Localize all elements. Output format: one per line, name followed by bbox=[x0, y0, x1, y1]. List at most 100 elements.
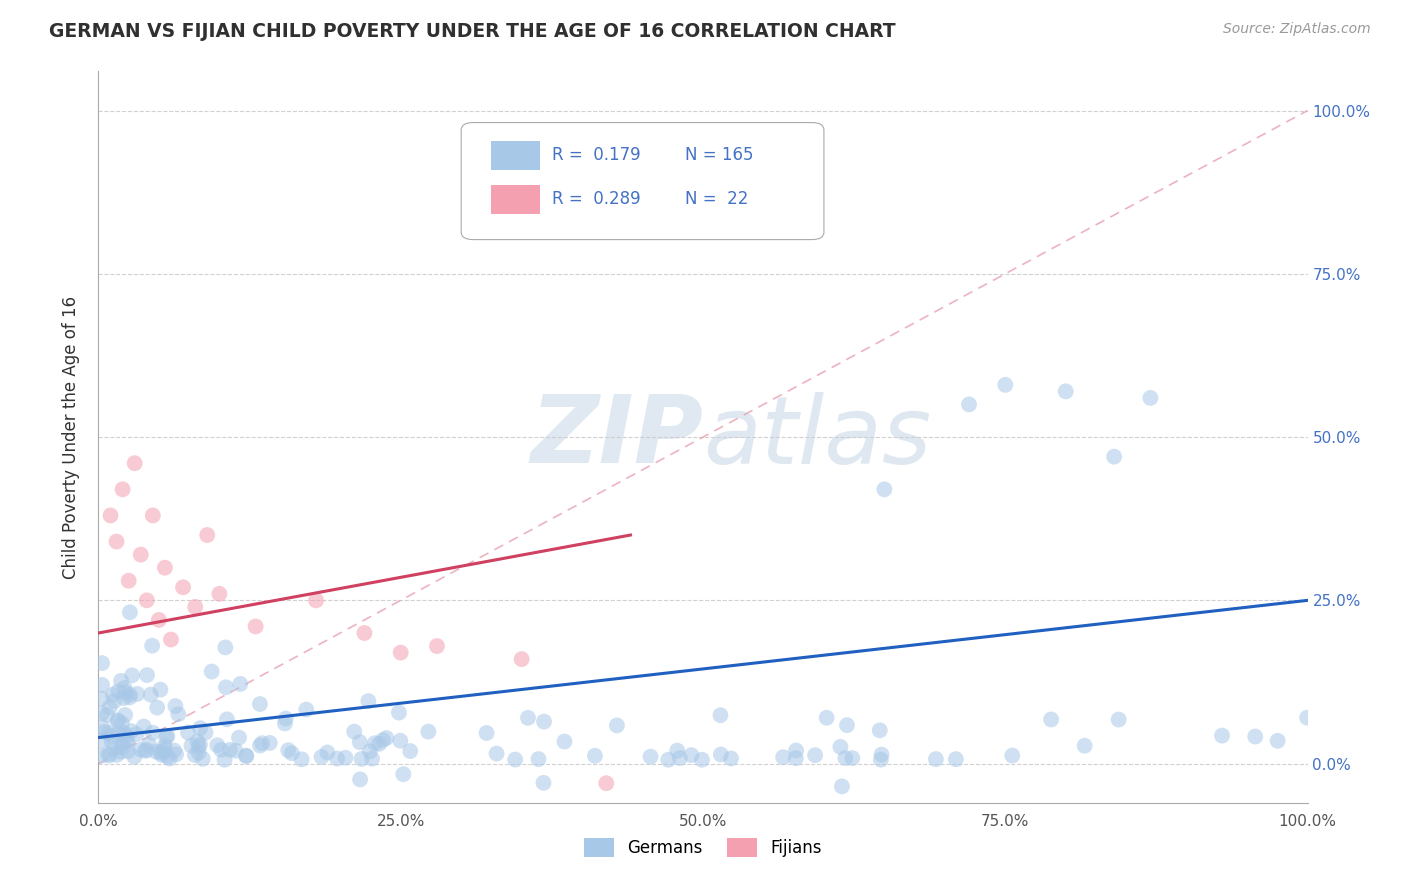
Point bbox=[101, 688, 124, 702]
Point bbox=[510, 652, 533, 666]
Point bbox=[163, 743, 186, 757]
Point bbox=[214, 640, 236, 655]
Point bbox=[142, 725, 165, 739]
Point bbox=[235, 749, 257, 764]
FancyBboxPatch shape bbox=[492, 141, 540, 170]
Point bbox=[127, 687, 149, 701]
Point bbox=[139, 688, 162, 702]
Point bbox=[249, 697, 271, 711]
Point bbox=[107, 684, 129, 698]
Text: GERMAN VS FIJIAN CHILD POVERTY UNDER THE AGE OF 16 CORRELATION CHART: GERMAN VS FIJIAN CHILD POVERTY UNDER THE… bbox=[49, 22, 896, 41]
Point bbox=[517, 711, 540, 725]
Point bbox=[118, 688, 141, 702]
Point bbox=[152, 745, 174, 759]
Point bbox=[245, 619, 267, 633]
Point bbox=[291, 752, 314, 766]
Point bbox=[681, 748, 703, 763]
Point bbox=[281, 746, 304, 760]
Point bbox=[831, 780, 853, 794]
Point bbox=[388, 706, 411, 720]
Point bbox=[118, 605, 141, 619]
Point bbox=[595, 776, 617, 790]
Point bbox=[772, 750, 794, 764]
Point bbox=[1054, 384, 1077, 399]
Point bbox=[527, 752, 550, 766]
Point bbox=[583, 748, 606, 763]
Point bbox=[945, 752, 967, 766]
Point bbox=[110, 745, 132, 759]
Point bbox=[91, 678, 114, 692]
Point bbox=[709, 708, 731, 723]
Point bbox=[155, 730, 177, 744]
Point bbox=[925, 752, 948, 766]
Text: Source: ZipAtlas.com: Source: ZipAtlas.com bbox=[1223, 22, 1371, 37]
Point bbox=[485, 747, 508, 761]
Point bbox=[353, 626, 375, 640]
Point bbox=[100, 508, 122, 523]
Point bbox=[107, 727, 129, 741]
Point bbox=[1296, 711, 1319, 725]
Point bbox=[392, 767, 415, 781]
Point bbox=[187, 746, 209, 760]
Point bbox=[326, 751, 349, 765]
FancyBboxPatch shape bbox=[461, 122, 824, 240]
Point bbox=[349, 772, 371, 787]
Point bbox=[710, 747, 733, 762]
Point bbox=[107, 714, 129, 728]
Point bbox=[184, 599, 207, 614]
Point bbox=[111, 483, 134, 497]
Point bbox=[115, 732, 138, 747]
Point bbox=[606, 718, 628, 732]
Point bbox=[103, 694, 125, 708]
Point bbox=[93, 724, 115, 739]
Text: R =  0.179: R = 0.179 bbox=[551, 146, 641, 164]
Point bbox=[869, 723, 891, 738]
Point bbox=[669, 751, 692, 765]
Point bbox=[121, 668, 143, 682]
Point bbox=[274, 716, 297, 731]
Point bbox=[100, 735, 122, 749]
Point bbox=[1139, 391, 1161, 405]
Point bbox=[112, 691, 135, 706]
Point bbox=[426, 639, 449, 653]
Point bbox=[250, 736, 273, 750]
Point bbox=[475, 726, 498, 740]
Point bbox=[153, 560, 176, 574]
Point bbox=[785, 743, 807, 757]
Point bbox=[187, 739, 209, 754]
Point bbox=[153, 739, 176, 753]
Point bbox=[124, 749, 146, 764]
Point bbox=[91, 720, 114, 734]
Point bbox=[101, 729, 124, 743]
Point bbox=[156, 749, 179, 764]
Text: R =  0.289: R = 0.289 bbox=[551, 190, 641, 209]
Point bbox=[229, 677, 252, 691]
Point bbox=[666, 744, 689, 758]
Point bbox=[91, 748, 114, 763]
Point bbox=[117, 736, 139, 750]
Point bbox=[159, 751, 181, 765]
Point bbox=[305, 593, 328, 607]
Point bbox=[129, 548, 152, 562]
Point bbox=[167, 707, 190, 722]
Text: atlas: atlas bbox=[703, 392, 931, 483]
Point bbox=[177, 725, 200, 739]
Point bbox=[720, 751, 742, 765]
Point bbox=[111, 736, 134, 750]
Point bbox=[112, 681, 135, 695]
Point bbox=[359, 744, 381, 758]
Point bbox=[657, 753, 679, 767]
Point bbox=[873, 483, 896, 497]
Point bbox=[228, 731, 250, 745]
Point bbox=[114, 685, 136, 699]
Point bbox=[184, 747, 207, 762]
Point bbox=[191, 752, 214, 766]
Point bbox=[149, 746, 172, 760]
Point bbox=[1001, 748, 1024, 763]
Point bbox=[640, 749, 662, 764]
Point bbox=[135, 593, 157, 607]
Point bbox=[418, 724, 440, 739]
Point bbox=[503, 753, 526, 767]
Point bbox=[97, 747, 120, 762]
Point bbox=[215, 680, 238, 694]
